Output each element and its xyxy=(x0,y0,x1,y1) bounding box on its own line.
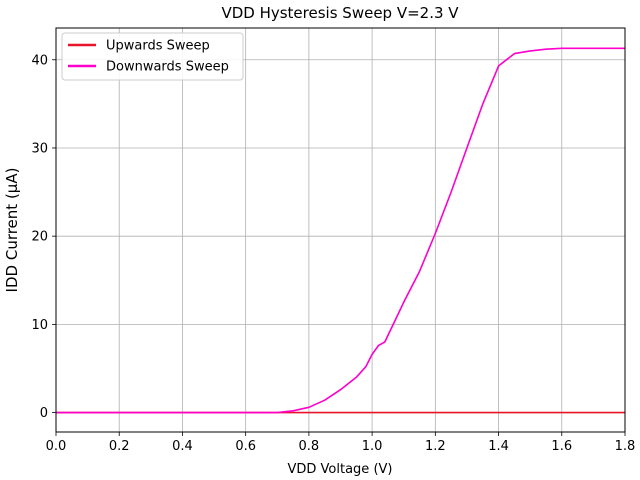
y-axis-ticks: 0 10 20 30 40 xyxy=(31,53,56,421)
x-tick-label: 0.2 xyxy=(109,439,130,454)
legend: Upwards Sweep Downwards Sweep xyxy=(61,32,244,81)
y-tick-label: 40 xyxy=(31,53,48,68)
x-tick-label: 0.0 xyxy=(46,439,67,454)
x-tick-label: 1.8 xyxy=(615,439,636,454)
x-tick-label: 0.4 xyxy=(172,439,193,454)
y-tick-label: 20 xyxy=(31,230,48,245)
x-axis-ticks: 0.0 0.2 0.4 0.6 0.8 1.0 1.2 1.4 1.6 1.8 xyxy=(46,432,636,454)
y-tick-label: 10 xyxy=(31,318,48,333)
series-line-downwards-sweep xyxy=(56,47,625,414)
x-tick-label: 0.6 xyxy=(235,439,256,454)
x-axis-label: VDD Voltage (V) xyxy=(288,462,393,477)
plot-frame xyxy=(55,27,626,433)
legend-label-upwards: Upwards Sweep xyxy=(106,39,210,54)
x-tick-label: 1.0 xyxy=(362,439,383,454)
x-tick-label: 1.2 xyxy=(425,439,446,454)
chart-title: VDD Hysteresis Sweep V=2.3 V xyxy=(221,4,459,22)
y-tick-label: 0 xyxy=(40,406,48,421)
x-tick-label: 0.8 xyxy=(299,439,320,454)
legend-label-downwards: Downwards Sweep xyxy=(106,60,229,75)
y-tick-label: 30 xyxy=(31,141,48,156)
series-lines xyxy=(56,47,625,414)
x-tick-label: 1.6 xyxy=(551,439,572,454)
y-axis-label: IDD Current (μA) xyxy=(3,168,21,293)
x-tick-label: 1.4 xyxy=(488,439,509,454)
legend-box xyxy=(61,32,244,81)
